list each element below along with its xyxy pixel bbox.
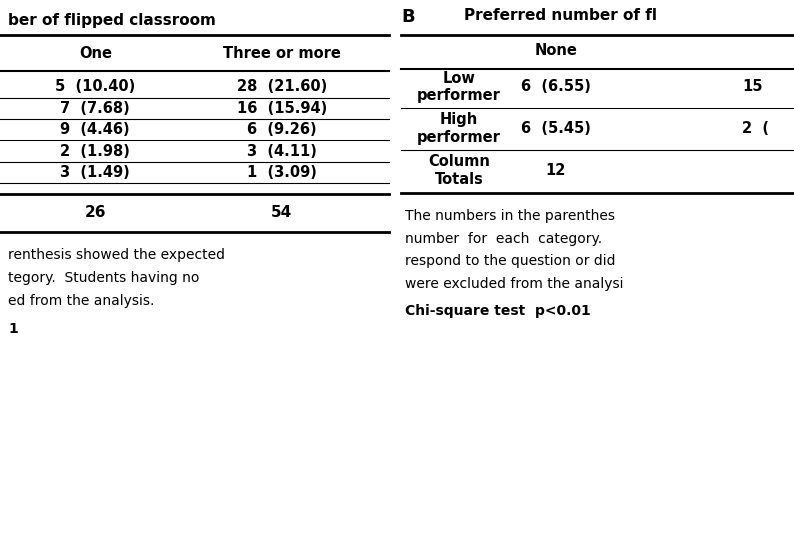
Text: 7  (7.68): 7 (7.68) bbox=[60, 101, 130, 116]
Text: number  for  each  category.: number for each category. bbox=[405, 232, 602, 245]
Text: 12: 12 bbox=[545, 163, 566, 178]
Text: ed from the analysis.: ed from the analysis. bbox=[8, 294, 154, 308]
Text: respond to the question or did: respond to the question or did bbox=[405, 254, 615, 268]
Text: 28  (21.60): 28 (21.60) bbox=[237, 79, 327, 94]
Text: 15: 15 bbox=[742, 79, 763, 94]
Text: 9  (4.46): 9 (4.46) bbox=[60, 122, 130, 137]
Text: 6  (9.26): 6 (9.26) bbox=[247, 122, 317, 137]
Text: Three or more: Three or more bbox=[223, 46, 341, 61]
Text: Low
performer: Low performer bbox=[417, 71, 501, 103]
Text: High
performer: High performer bbox=[417, 113, 501, 145]
Text: None: None bbox=[534, 43, 577, 58]
Text: 26: 26 bbox=[84, 205, 106, 220]
Text: Chi-square test  p<0.01: Chi-square test p<0.01 bbox=[405, 304, 591, 318]
Text: 16  (15.94): 16 (15.94) bbox=[237, 101, 327, 116]
Text: were excluded from the analysi: were excluded from the analysi bbox=[405, 277, 623, 291]
Text: 3  (4.11): 3 (4.11) bbox=[247, 144, 317, 159]
Text: 2  (1.98): 2 (1.98) bbox=[60, 144, 130, 159]
Text: One: One bbox=[79, 46, 112, 61]
Text: 54: 54 bbox=[272, 205, 292, 220]
Text: 1: 1 bbox=[8, 322, 17, 336]
Text: 1  (3.09): 1 (3.09) bbox=[247, 165, 317, 180]
Text: Preferred number of fl: Preferred number of fl bbox=[464, 8, 657, 23]
Text: 6  (6.55): 6 (6.55) bbox=[521, 79, 591, 94]
Text: 5  (10.40): 5 (10.40) bbox=[55, 79, 136, 94]
Text: 2  (: 2 ( bbox=[742, 121, 769, 136]
Text: tegory.  Students having no: tegory. Students having no bbox=[8, 271, 199, 285]
Text: Column
Totals: Column Totals bbox=[428, 154, 490, 187]
Text: renthesis showed the expected: renthesis showed the expected bbox=[8, 248, 225, 262]
Text: 3  (1.49): 3 (1.49) bbox=[60, 165, 130, 180]
Text: B: B bbox=[401, 8, 414, 26]
Text: The numbers in the parenthes: The numbers in the parenthes bbox=[405, 209, 615, 223]
Text: 6  (5.45): 6 (5.45) bbox=[521, 121, 591, 136]
Text: ber of flipped classroom: ber of flipped classroom bbox=[8, 13, 216, 28]
